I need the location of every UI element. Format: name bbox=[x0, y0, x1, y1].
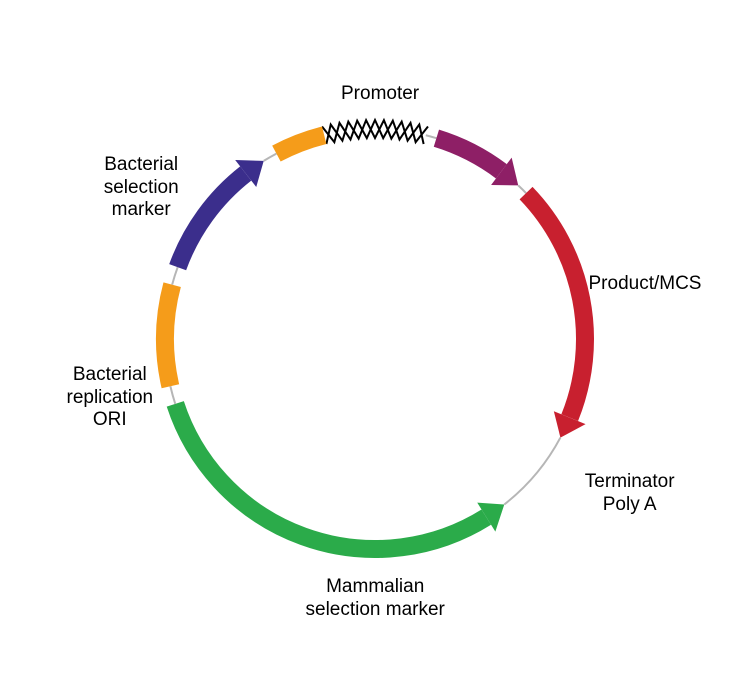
gap-arc bbox=[172, 267, 178, 284]
product-mcs bbox=[526, 193, 585, 418]
gap-arc bbox=[504, 438, 560, 505]
mammalian-selection-marker bbox=[175, 404, 486, 549]
gap-arc bbox=[518, 185, 526, 193]
label-mammalian: Mammalianselection marker bbox=[306, 576, 445, 622]
label-product-mcs: Product/MCS bbox=[589, 273, 702, 296]
bacterial-selection-marker bbox=[178, 174, 246, 268]
label-bact-sel: Bacterialselectionmarker bbox=[104, 154, 179, 222]
purple-promoter-arm bbox=[436, 138, 501, 171]
bacterial-replication-ori bbox=[165, 285, 172, 387]
gap-arc bbox=[264, 154, 277, 161]
orange-top bbox=[276, 135, 324, 153]
gap-arc bbox=[170, 386, 175, 404]
gap-arc bbox=[426, 135, 437, 138]
label-terminator: TerminatorPoly A bbox=[585, 471, 675, 517]
label-promoter: Promoter bbox=[341, 83, 419, 106]
label-ori: BacterialreplicationORI bbox=[67, 364, 154, 432]
